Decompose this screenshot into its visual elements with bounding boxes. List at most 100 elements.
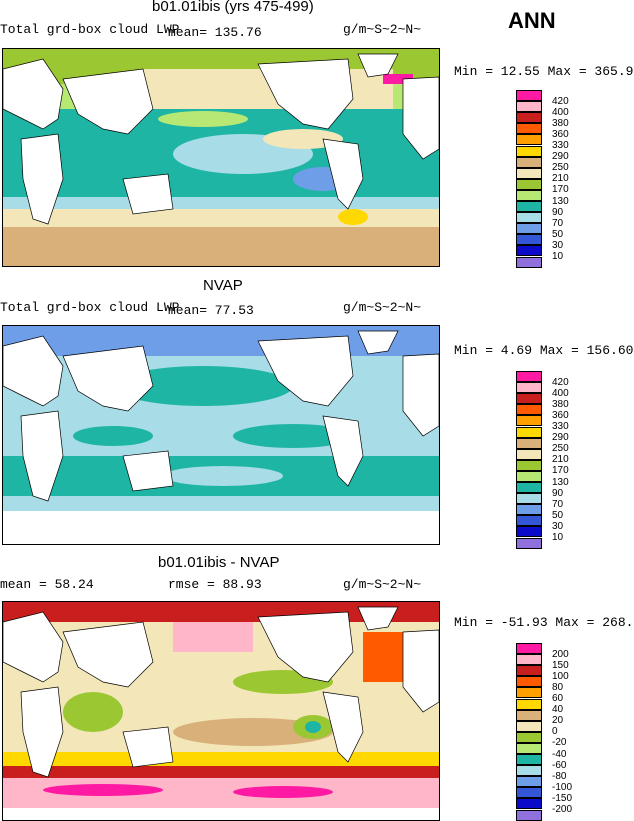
- legend-swatch: [516, 787, 542, 799]
- legend-label: 290: [552, 151, 569, 163]
- legend-swatch: [516, 643, 542, 654]
- legend-swatch: [516, 426, 542, 438]
- legend-swatch: [516, 742, 542, 754]
- legend-swatch: [516, 754, 542, 765]
- legend-swatch: [516, 201, 542, 212]
- legend-swatch: [516, 90, 542, 101]
- legend-label: -80: [552, 770, 567, 782]
- legend-swatch: [516, 537, 542, 549]
- legend-swatch: [516, 448, 542, 460]
- legend-label: 210: [552, 173, 569, 185]
- legend-label: 250: [552, 162, 569, 174]
- legend-swatch: [516, 245, 542, 257]
- panel3-map-svg: [3, 602, 439, 820]
- panel3-mean: mean = 58.24: [0, 577, 94, 592]
- legend-label: 330: [552, 140, 569, 151]
- legend-swatch: [516, 123, 542, 135]
- legend-swatch: [516, 256, 542, 268]
- legend-swatch: [516, 526, 542, 538]
- legend-label: 400: [552, 106, 569, 118]
- panel2-title: NVAP: [203, 277, 243, 294]
- panel3-range: Min = -51.93 Max = 268.05: [454, 615, 634, 630]
- legend-swatch: [516, 371, 542, 382]
- season-label: ANN: [508, 8, 556, 33]
- legend-label: 90: [552, 487, 564, 499]
- legend-swatch: [516, 178, 542, 190]
- legend-label: 200: [552, 648, 569, 660]
- panel3-rmse: rmse = 88.93: [168, 577, 262, 592]
- legend-label: 130: [552, 195, 569, 207]
- panel1-title: b01.01ibis (yrs 475-499): [152, 0, 314, 15]
- panel1-variable: Total grd-box cloud LWP: [0, 22, 180, 37]
- panel2-units: g/m~S~2~N~: [343, 300, 422, 315]
- legend-label: 150: [552, 659, 569, 671]
- legend-swatch: [516, 654, 542, 666]
- legend-swatch: [516, 515, 542, 527]
- legend-swatch: [516, 112, 542, 124]
- legend-label: 420: [552, 95, 569, 107]
- legend-label: -40: [552, 748, 567, 760]
- legend-swatch: [516, 223, 542, 235]
- legend-swatch: [516, 709, 542, 721]
- legend-swatch: [516, 459, 542, 471]
- legend-label: 10: [552, 251, 564, 262]
- legend-swatch: [516, 687, 542, 699]
- legend-label: 50: [552, 228, 564, 240]
- legend-swatch: [516, 156, 542, 168]
- legend-label: 100: [552, 670, 569, 682]
- legend-swatch: [516, 665, 542, 677]
- panel1-map-svg: [3, 49, 439, 266]
- legend-label: 250: [552, 443, 569, 455]
- legend-label: 50: [552, 509, 564, 521]
- legend-label: 90: [552, 206, 564, 218]
- legend-swatch: [516, 393, 542, 405]
- panel2-map-svg: [3, 326, 439, 544]
- legend-swatch: [516, 809, 542, 821]
- legend-swatch: [516, 234, 542, 246]
- legend-swatch: [516, 676, 542, 688]
- legend-swatch: [516, 404, 542, 416]
- legend-swatch: [516, 765, 542, 777]
- legend-swatch: [516, 212, 542, 224]
- panel3-units: g/m~S~2~N~: [343, 577, 422, 592]
- legend-label: 380: [552, 117, 569, 129]
- legend-label: 330: [552, 421, 569, 432]
- legend-label: 290: [552, 432, 569, 444]
- legend-label: -60: [552, 759, 567, 771]
- legend-swatch: [516, 798, 542, 810]
- legend-label: 70: [552, 217, 564, 229]
- panel2-range: Min = 4.69 Max = 156.60: [454, 343, 634, 358]
- panel2-variable: Total grd-box cloud LWP: [0, 300, 180, 315]
- panel1-units: g/m~S~2~N~: [343, 22, 422, 37]
- panel1-range: Min = 12.55 Max = 365.96: [454, 64, 634, 79]
- legend-swatch: [516, 776, 542, 788]
- legend-label: 380: [552, 398, 569, 410]
- panel3-title: b01.01ibis - NVAP: [158, 554, 280, 571]
- legend-label: 360: [552, 409, 569, 421]
- legend-label: -150: [552, 792, 573, 804]
- panel2-mean: mean= 77.53: [168, 303, 254, 318]
- legend-swatch: [516, 167, 542, 179]
- legend-label: -100: [552, 781, 573, 793]
- legend-label: 70: [552, 498, 564, 510]
- legend-swatch: [516, 437, 542, 449]
- legend-label: 210: [552, 454, 569, 466]
- panel2-map: [2, 325, 440, 545]
- legend-swatch: [516, 101, 542, 113]
- legend-swatch: [516, 493, 542, 505]
- panel1-map: [2, 48, 440, 267]
- panel3-map: [2, 601, 440, 821]
- legend-swatch: [516, 189, 542, 201]
- legend-swatch: [516, 470, 542, 482]
- legend-swatch: [516, 134, 542, 146]
- legend-swatch: [516, 482, 542, 493]
- legend-swatch: [516, 698, 542, 710]
- legend-label: 10: [552, 532, 564, 543]
- legend-label: 360: [552, 128, 569, 140]
- legend-label: 170: [552, 184, 569, 196]
- legend-swatch: [516, 145, 542, 157]
- legend-swatch: [516, 720, 542, 732]
- legend-swatch: [516, 731, 542, 743]
- legend-label: -200: [552, 804, 573, 815]
- legend-label: 420: [552, 376, 569, 388]
